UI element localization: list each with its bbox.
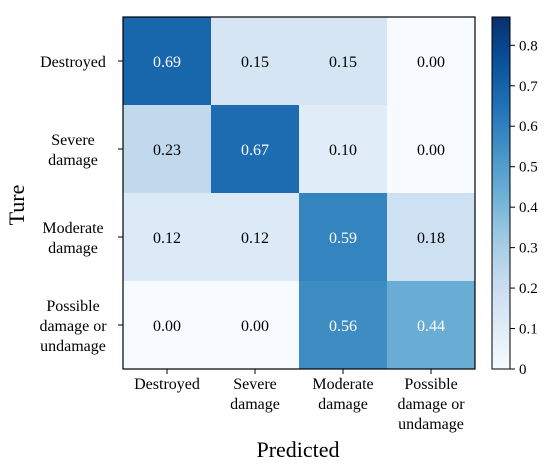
heatmap-cell (123, 193, 211, 281)
cell-value-label: 0.00 (241, 318, 269, 335)
heatmap-cell (123, 281, 211, 369)
cell-value-label: 0.56 (329, 318, 357, 335)
heatmap-cell (211, 17, 299, 105)
heatmap-cell (299, 17, 387, 105)
cell-value-label: 0.69 (153, 54, 181, 71)
column-tick-label: Destroyed (134, 376, 200, 393)
cell-value-label: 0.44 (417, 318, 445, 335)
row-tick-label: Severe damage (48, 132, 98, 169)
cell-value-label: 0.18 (417, 230, 445, 247)
colorbar-tick-label: 0.5 (519, 160, 538, 176)
heatmap-cell (299, 105, 387, 193)
heatmap-cell (387, 193, 475, 281)
cell-value-label: 0.15 (241, 54, 269, 71)
heatmap-cell (211, 281, 299, 369)
column-tick-label: Possible damage or undamage (397, 376, 465, 433)
cell-value-label: 0.00 (417, 54, 445, 71)
colorbar-tick-label: 0.7 (519, 79, 538, 95)
cell-value-label: 0.00 (417, 142, 445, 159)
heatmap-cell (123, 105, 211, 193)
column-tick-label: Moderate damage (312, 376, 373, 413)
cell-value-label: 0.59 (329, 230, 357, 247)
row-tick-label: Possible damage or undamage (39, 298, 107, 355)
cell-value-label: 0.15 (329, 54, 357, 71)
row-tick-label: Moderate damage (42, 220, 103, 257)
colorbar-tick-label: 0.1 (519, 322, 538, 338)
colorbar-tick-label: 0.4 (519, 200, 538, 216)
x-axis-label: Predicted (256, 437, 339, 462)
colorbar-tick-label: 0.8 (519, 38, 538, 54)
cell-value-label: 0.12 (241, 230, 269, 247)
y-axis-label: Ture (4, 185, 29, 226)
colorbar-tick-label: 0.2 (519, 281, 538, 297)
colorbar-tick-label: 0.3 (519, 241, 538, 257)
matrix-frame (122, 16, 476, 370)
heatmap-cell (387, 105, 475, 193)
column-tick-label: Severe damage (230, 376, 280, 413)
row-tick-label: Destroyed (40, 54, 106, 71)
cell-value-label: 0.10 (329, 142, 357, 159)
cell-value-label: 0.67 (241, 142, 269, 159)
colorbar-tick-label: 0.6 (519, 119, 538, 135)
heatmap-cell (123, 17, 211, 105)
colorbar (491, 16, 511, 370)
cell-value-label: 0.23 (153, 142, 181, 159)
cell-value-label: 0.00 (153, 318, 181, 335)
heatmap-cell (299, 281, 387, 369)
cell-value-label: 0.12 (153, 230, 181, 247)
colorbar-tick-label: 0 (519, 362, 527, 378)
heatmap-cell (387, 17, 475, 105)
heatmap-cell (387, 281, 475, 369)
heatmap-cell (211, 193, 299, 281)
heatmap-cell (211, 105, 299, 193)
heatmap-cell (299, 193, 387, 281)
